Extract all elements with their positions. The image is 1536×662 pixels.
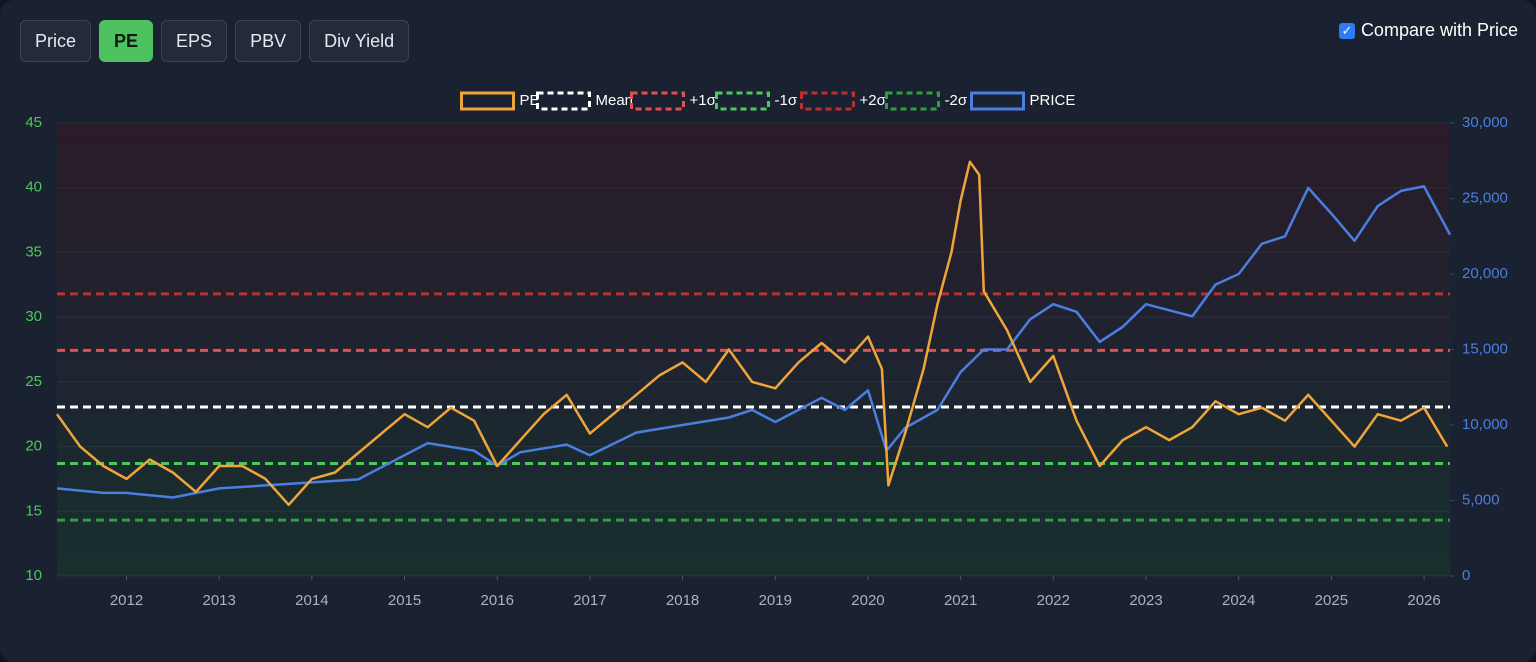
series-line [55,160,1449,507]
y2-tick-label: 10,000 [1462,416,1508,433]
legend-label: -1σ [775,92,798,109]
x-tick-label: 2013 [203,592,236,609]
x-tick-label: 2017 [573,592,606,609]
legend-label: -2σ [945,92,968,109]
legend-swatch [970,91,1025,111]
x-tick-label: 2023 [1129,592,1162,609]
tab-button[interactable]: Price [20,20,92,62]
compare-label[interactable]: Compare with Price [1360,20,1518,40]
toolbar: Price PE EPS PBV Div Yield [20,20,410,62]
x-tick-label: 2024 [1222,592,1255,609]
y2-tick-label: 0 [1462,567,1470,584]
y-tick-label: 35 [25,243,42,260]
legend-label: +1σ [690,92,717,109]
x-tick-label: 2022 [1037,592,1070,609]
legend-swatch [715,91,770,111]
y-tick-label: 30 [25,308,42,325]
x-tick-label: 2015 [388,592,421,609]
y2-tick-label: 15,000 [1462,340,1508,357]
legend-label: PE [520,92,540,109]
y-tick-label: 10 [25,567,42,584]
checkbox[interactable]: ✓ [1338,22,1355,39]
legend-label: +2σ [860,92,887,109]
x-tick-label: 2014 [295,592,328,609]
legend-swatch [885,91,940,111]
y-tick-label: 45 [25,114,42,131]
y-tick-label: 20 [25,438,42,455]
x-tick-label: 2012 [110,592,143,609]
tab-button[interactable]: PE [99,20,154,62]
x-tick-label: 2016 [481,592,514,609]
legend-swatch [460,91,515,111]
compare-toggle[interactable]: ✓ Compare with Price [1338,20,1518,41]
legend-swatch [536,91,591,111]
legend-swatch [800,91,855,111]
y2-tick-label: 25,000 [1462,189,1508,206]
tab-button[interactable]: PBV [235,20,302,62]
y2-tick-label: 30,000 [1462,114,1508,131]
y2-tick-label: 20,000 [1462,265,1508,282]
legend-swatch [630,91,685,111]
y-tick-label: 15 [25,502,42,519]
legend-label: Mean [596,92,634,109]
x-tick-label: 2025 [1315,592,1348,609]
x-tick-label: 2026 [1407,592,1440,609]
x-tick-label: 2018 [666,592,699,609]
y2-tick-label: 5,000 [1462,491,1500,508]
x-tick-label: 2019 [759,592,792,609]
y-tick-label: 40 [25,179,42,196]
tab-button[interactable]: Div Yield [309,20,410,62]
x-tick-label: 2021 [944,592,977,609]
legend-label: PRICE [1030,92,1076,109]
x-tick-label: 2020 [851,592,884,609]
tab-button[interactable]: EPS [161,20,228,62]
y-tick-label: 25 [25,373,42,390]
